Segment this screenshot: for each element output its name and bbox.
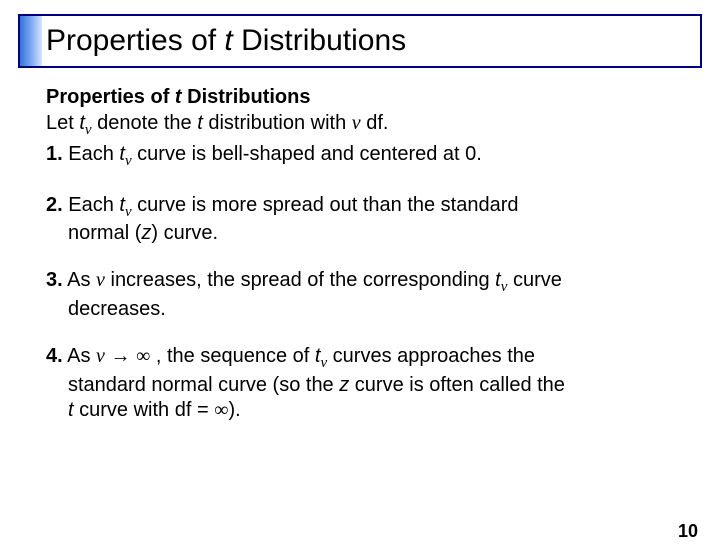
n4f: standard normal curve (so the <box>68 374 339 396</box>
intro-f: df. <box>361 112 389 134</box>
n4j: curve with df = <box>74 399 215 421</box>
n4g: z <box>339 374 349 396</box>
n4c: , the sequence of <box>150 345 315 367</box>
n2f: z <box>141 222 151 244</box>
n3f: decreases. <box>68 298 166 320</box>
page-number: 10 <box>678 521 698 542</box>
n2e: normal ( <box>68 222 141 244</box>
n4a: 4. <box>46 345 63 367</box>
item-2: 2. Each tν curve is more spread out than… <box>46 193 674 247</box>
subtitle-pre: Properties of <box>46 86 175 108</box>
n4k: ). <box>228 399 240 421</box>
intro-e: distribution with <box>203 112 352 134</box>
n2g: ) curve. <box>151 222 218 244</box>
intro-line: Let tν denote the t distribution with ν … <box>46 111 674 140</box>
title-pre: Properties of <box>46 24 224 57</box>
intro-a: Let <box>46 112 79 134</box>
n1nu: ν <box>125 153 132 169</box>
n3e: curve <box>507 269 561 291</box>
n4inf: ∞ <box>136 345 150 367</box>
n2a: 2. <box>46 194 63 216</box>
title-bar: Properties of t Distributions <box>18 14 702 68</box>
intro-nu2: ν <box>352 112 361 134</box>
subtitle-post: Distributions <box>182 86 311 108</box>
n3-line2: decreases. <box>46 297 674 322</box>
n4nu: ν <box>96 345 105 367</box>
n3c: increases, the spread of the correspondi… <box>105 269 495 291</box>
n4b: As <box>63 345 96 367</box>
slide-title: Properties of t Distributions <box>46 24 406 58</box>
title-accent <box>20 16 42 66</box>
n4-line3: t curve with df = ∞). <box>46 398 674 423</box>
n3a: 3. <box>46 269 63 291</box>
n4inf2: ∞ <box>214 399 228 421</box>
title-italic: t <box>224 24 232 57</box>
item-4: 4. As ν → ∞ , the sequence of tν curves … <box>46 344 674 423</box>
content-area: Properties of t Distributions Let tν den… <box>0 68 720 423</box>
n4arrow: → <box>111 345 131 367</box>
n2-line2: normal (z) curve. <box>46 221 674 246</box>
intro-nu1: ν <box>85 122 92 138</box>
n4h: curve is often called the <box>349 374 565 396</box>
n4e: curves approaches the <box>327 345 535 367</box>
n3b: As <box>63 269 96 291</box>
n2b: Each <box>63 194 120 216</box>
item-1: 1. Each tν curve is bell-shaped and cent… <box>46 142 674 171</box>
item-3: 3. As ν increases, the spread of the cor… <box>46 268 674 322</box>
subtitle: Properties of t Distributions <box>46 86 674 109</box>
n2nu: ν <box>125 204 132 220</box>
subtitle-italic: t <box>175 86 182 108</box>
n1b: Each <box>63 143 120 165</box>
intro-c: denote the <box>92 112 198 134</box>
title-post: Distributions <box>233 24 406 57</box>
n4-line2: standard normal curve (so the z curve is… <box>46 373 674 398</box>
n1d: curve is bell-shaped and centered at 0. <box>132 143 482 165</box>
n1a: 1. <box>46 143 63 165</box>
n2d: curve is more spread out than the standa… <box>132 194 519 216</box>
n3nu: ν <box>96 269 105 291</box>
